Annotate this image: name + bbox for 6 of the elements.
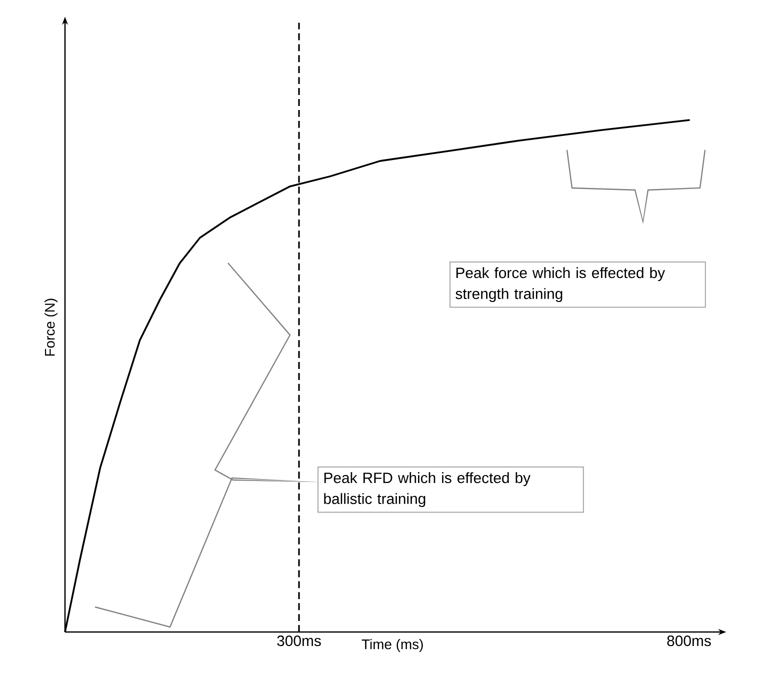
x-tick-label: 800ms — [667, 636, 711, 646]
y-axis-title: Force (N) — [44, 298, 58, 356]
x-tick-label: 300ms — [277, 636, 321, 646]
annotation: Peak force which is effected by strength training — [456, 267, 666, 302]
annotation: Peak RFD which is effected by ballistic training — [324, 472, 530, 508]
x-axis-title: Time (ms) — [362, 638, 423, 652]
